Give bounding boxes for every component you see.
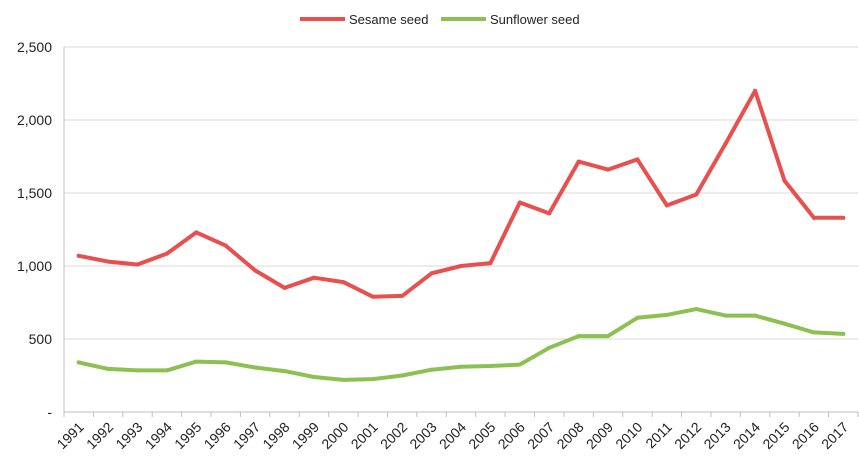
data-point <box>576 159 581 164</box>
data-point <box>311 275 316 280</box>
data-point <box>341 377 346 382</box>
y-axis: - 500 1,000 1,500 2,000 2,500 <box>17 39 65 420</box>
data-point <box>488 261 493 266</box>
data-point <box>194 230 199 235</box>
x-tick-label: 1994 <box>142 419 175 452</box>
data-point <box>370 377 375 382</box>
x-tick-label: 1995 <box>171 419 204 452</box>
series-layer <box>76 88 846 382</box>
data-point <box>694 192 699 197</box>
data-point <box>135 262 140 267</box>
data-point <box>311 374 316 379</box>
x-tick-label: 2002 <box>377 419 410 452</box>
data-point <box>635 315 640 320</box>
data-point <box>400 373 405 378</box>
data-point <box>782 321 787 326</box>
x-tick-label: 2015 <box>759 419 792 452</box>
data-point <box>606 334 611 339</box>
y-tick-label: 1,500 <box>17 185 52 201</box>
gridlines <box>64 46 858 340</box>
data-point <box>606 167 611 172</box>
data-point <box>782 178 787 183</box>
x-tick-label: 2004 <box>436 419 469 452</box>
data-point <box>488 364 493 369</box>
x-tick-label: 2017 <box>818 419 851 452</box>
data-point <box>517 362 522 367</box>
data-point <box>459 364 463 369</box>
data-point <box>135 368 140 373</box>
legend: Sesame seed Sunflower seed <box>300 12 580 27</box>
x-tick-label: 2009 <box>583 419 616 452</box>
data-point <box>341 280 346 285</box>
y-tick-label: 2,000 <box>17 112 52 128</box>
data-point <box>429 271 434 276</box>
data-point <box>723 313 728 318</box>
x-tick-label: 2016 <box>789 419 822 452</box>
data-point <box>811 330 816 335</box>
data-point <box>547 211 552 216</box>
data-point <box>223 243 228 248</box>
x-tick-label: 2010 <box>612 419 645 452</box>
data-point <box>76 253 81 258</box>
y-tick-label: 1,000 <box>17 258 52 274</box>
data-point <box>635 157 640 162</box>
x-tick-label: 2003 <box>406 419 439 452</box>
data-point <box>164 368 169 373</box>
data-point <box>282 285 287 290</box>
data-point <box>194 359 199 364</box>
x-tick-label: 2007 <box>524 419 557 452</box>
data-point <box>664 203 669 208</box>
legend-label-sunflower-seed: Sunflower seed <box>490 12 580 27</box>
data-point <box>517 200 522 205</box>
x-tick-label: 2012 <box>671 419 704 452</box>
data-point <box>547 345 552 350</box>
x-tick-label: 1996 <box>201 419 234 452</box>
data-point <box>723 141 728 146</box>
x-tick-label: 1997 <box>230 419 263 452</box>
series-line-sunflower-seed <box>76 307 846 382</box>
data-point <box>106 366 111 371</box>
legend-label-sesame-seed: Sesame seed <box>349 12 429 27</box>
data-point <box>841 331 846 336</box>
x-tick-label: 2014 <box>730 419 763 452</box>
data-point <box>253 365 258 370</box>
data-point <box>253 268 258 273</box>
data-point <box>400 293 405 298</box>
data-point <box>76 360 81 365</box>
data-point <box>753 313 758 318</box>
data-point <box>664 312 669 317</box>
x-tick-label: 2000 <box>318 419 351 452</box>
data-point <box>753 88 758 93</box>
data-point <box>106 259 111 264</box>
y-tick-label: 500 <box>29 331 53 347</box>
x-tick-label: 2006 <box>495 419 528 452</box>
data-point <box>223 360 228 365</box>
data-point <box>429 367 434 372</box>
x-tick-label: 2011 <box>642 419 675 452</box>
x-tick-label: 1993 <box>112 419 145 452</box>
data-point <box>841 215 846 220</box>
data-point <box>282 369 287 374</box>
x-tick-label: 2008 <box>553 419 586 452</box>
y-tick-label: - <box>47 404 52 420</box>
x-tick-label: 1991 <box>53 419 86 452</box>
x-axis: 1991199219931994199519961997199819992000… <box>53 411 859 452</box>
data-point <box>576 334 581 339</box>
x-tick-label: 1999 <box>289 419 322 452</box>
y-tick-label: 2,500 <box>17 39 52 55</box>
x-tick-label: 2001 <box>348 419 381 452</box>
data-point <box>694 307 699 312</box>
x-tick-label: 1998 <box>259 419 292 452</box>
data-point <box>811 215 816 220</box>
x-tick-label: 1992 <box>83 419 116 452</box>
x-tick-label: 2013 <box>700 419 733 452</box>
data-point <box>459 264 463 268</box>
data-point <box>370 294 375 299</box>
x-tick-label: 2005 <box>465 419 498 452</box>
data-point <box>164 251 169 256</box>
